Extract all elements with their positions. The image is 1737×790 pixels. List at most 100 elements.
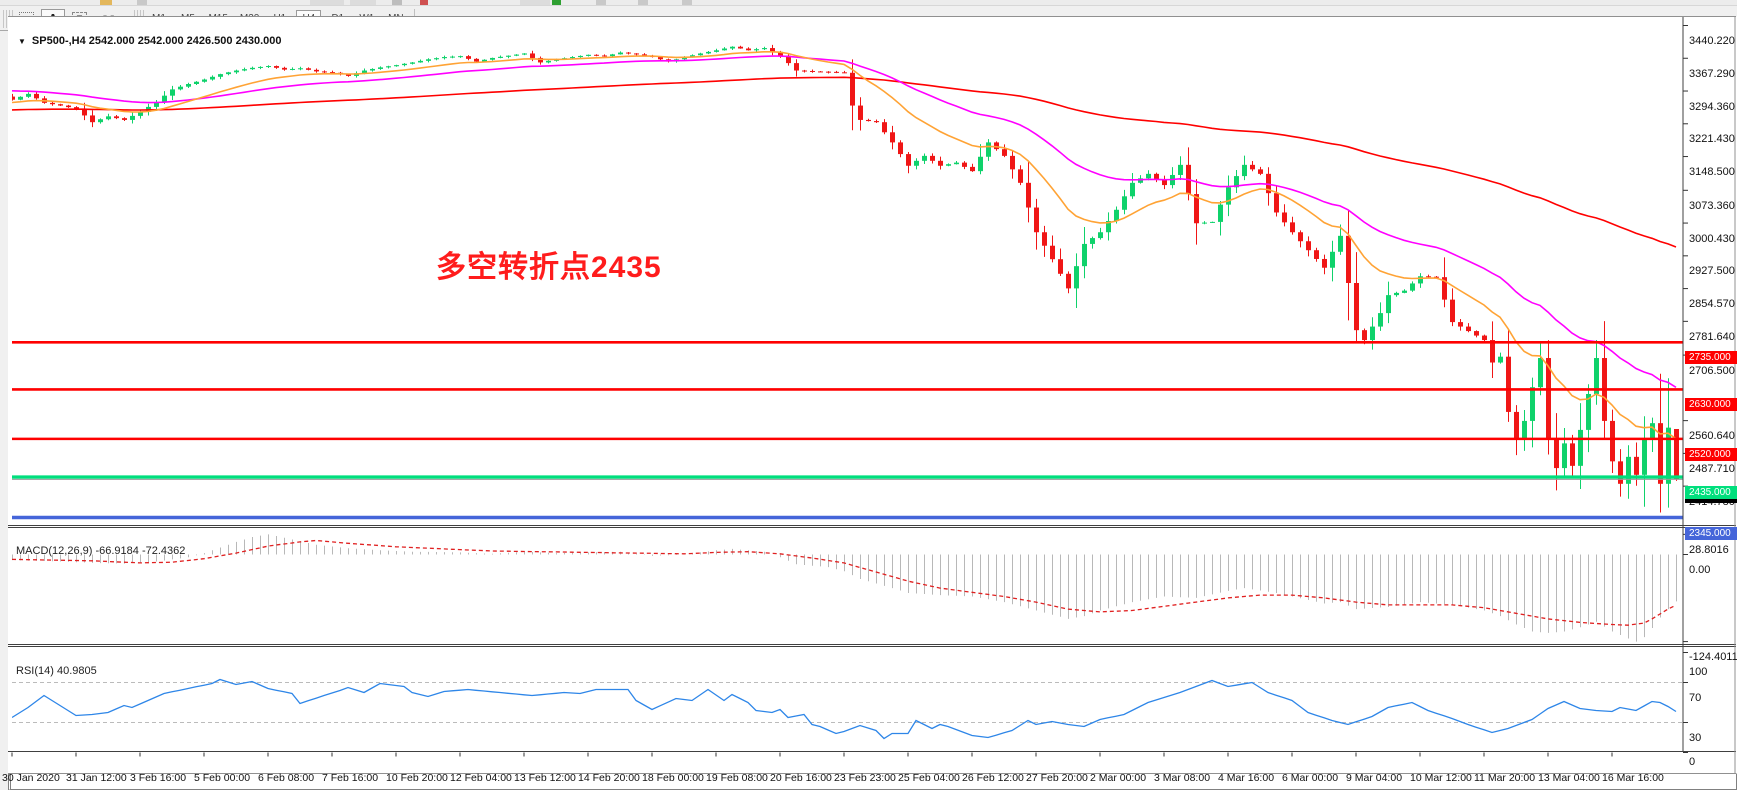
candle-body	[170, 89, 175, 96]
macd-axis-label: 28.8016	[1689, 543, 1729, 556]
candle-body	[514, 54, 519, 56]
candle-body	[58, 104, 63, 106]
time-axis-label[interactable]: 10 Feb 20:00	[386, 772, 448, 784]
time-axis-label[interactable]: 16 Mar 16:00	[1602, 772, 1664, 784]
time-axis-label[interactable]: 3 Mar 08:00	[1154, 772, 1211, 784]
rsi-axis-label: 100	[1689, 666, 1708, 678]
candle-body	[130, 115, 135, 120]
time-axis-label[interactable]: 11 Mar 20:00	[1474, 772, 1536, 784]
candle-body	[690, 55, 695, 58]
time-axis-label[interactable]: 2 Mar 00:00	[1090, 772, 1147, 784]
rsi-axis-label: 30	[1689, 732, 1702, 744]
time-axis-label[interactable]: 27 Feb 20:00	[1026, 772, 1088, 784]
candle-body	[450, 56, 455, 58]
toolbar-fragment	[137, 0, 147, 5]
candles-layer	[12, 44, 1679, 513]
candle-body	[810, 70, 815, 72]
hline-price-label[interactable]: 2435.000	[1685, 486, 1737, 500]
candle-body	[1546, 358, 1551, 439]
time-axis-label[interactable]: 6 Feb 08:00	[258, 772, 315, 784]
candle-body	[1122, 196, 1127, 210]
candle-body	[210, 76, 215, 80]
candle-body	[1386, 295, 1391, 314]
candle-body	[986, 142, 991, 157]
price-axis-label: 3221.430	[1689, 133, 1735, 146]
time-axis-label[interactable]: 7 Feb 16:00	[322, 772, 379, 784]
price-axis-label: 2927.500	[1689, 265, 1735, 278]
candle-body	[402, 63, 407, 66]
time-axis-label[interactable]: 10 Mar 12:00	[1410, 772, 1472, 784]
price-axis-label: 2706.500	[1689, 364, 1735, 377]
candle-body	[138, 111, 143, 116]
candle-body	[1562, 443, 1567, 469]
time-axis-label[interactable]: 31 Jan 12:00	[66, 772, 127, 784]
candle-body	[282, 67, 287, 70]
candle-body	[874, 121, 879, 123]
toolbar-fragment	[310, 0, 344, 5]
candle-body	[370, 68, 375, 71]
time-axis-label[interactable]: 4 Mar 16:00	[1218, 772, 1275, 784]
time-axis-label[interactable]: 23 Feb 23:00	[834, 772, 896, 784]
candle-body	[498, 56, 503, 58]
candle-body	[842, 72, 847, 74]
toolbar-fragment	[552, 0, 561, 5]
candle-body	[746, 48, 751, 51]
time-axis-label[interactable]: 9 Mar 04:00	[1346, 772, 1403, 784]
candle-body	[1098, 232, 1103, 239]
candle-body	[546, 60, 551, 63]
candle-body	[1450, 299, 1455, 323]
time-axis-label[interactable]: 30 Jan 2020	[2, 772, 60, 784]
candle-body	[1354, 283, 1359, 331]
hline-price-label[interactable]: 2345.000	[1685, 526, 1737, 540]
candle-body	[426, 59, 431, 61]
time-axis-label[interactable]: 13 Feb 12:00	[514, 772, 576, 784]
ma-fast-orange-line	[12, 51, 1677, 440]
candle-body	[1322, 258, 1327, 268]
candle-body	[522, 53, 527, 55]
candle-body	[954, 162, 959, 165]
candle-body	[530, 53, 535, 58]
candle-body	[290, 68, 295, 70]
candle-body	[314, 69, 319, 72]
candle-body	[618, 52, 623, 55]
candle-body	[858, 105, 863, 120]
time-axis-label[interactable]: 20 Feb 16:00	[770, 772, 832, 784]
candle-body	[682, 57, 687, 60]
candle-body	[1154, 173, 1159, 180]
candle-body	[1530, 387, 1535, 421]
time-axis-label[interactable]: 19 Feb 08:00	[706, 772, 768, 784]
candle-body	[1218, 204, 1223, 222]
symbol-dropdown-icon[interactable]: ▼	[18, 36, 26, 46]
hline-price-label[interactable]: 2630.000	[1685, 398, 1737, 412]
time-axis-label[interactable]: 18 Feb 00:00	[642, 772, 704, 784]
time-axis-label[interactable]: 6 Mar 00:00	[1282, 772, 1339, 784]
time-axis-label[interactable]: 14 Feb 20:00	[578, 772, 640, 784]
time-axis-label[interactable]: 3 Feb 16:00	[130, 772, 187, 784]
candle-body	[738, 46, 743, 49]
time-axis-label[interactable]: 25 Feb 04:00	[898, 772, 960, 784]
candle-body	[802, 70, 807, 72]
time-axis-label[interactable]: 12 Feb 04:00	[450, 772, 512, 784]
macd-layer	[12, 534, 1677, 642]
hline-price-label[interactable]: 2520.000	[1685, 447, 1737, 461]
time-axis-label[interactable]: 13 Mar 04:00	[1538, 772, 1600, 784]
candle-body	[458, 56, 463, 58]
candle-body	[1618, 461, 1623, 484]
candle-body	[1314, 250, 1319, 259]
time-axis-label[interactable]: 26 Feb 12:00	[962, 772, 1024, 784]
candle-body	[1242, 164, 1247, 177]
candle-body	[1586, 393, 1591, 430]
hline-price-label[interactable]: 2735.000	[1685, 351, 1737, 365]
candle-body	[226, 72, 231, 75]
candle-body	[1018, 169, 1023, 183]
candle-body	[466, 56, 471, 59]
candle-body	[258, 66, 263, 68]
candle-body	[1626, 456, 1631, 484]
candle-body	[1490, 340, 1495, 363]
time-axis-label[interactable]: 5 Feb 00:00	[194, 772, 251, 784]
candle-body	[1442, 277, 1447, 300]
candle-body	[786, 55, 791, 64]
ma-mid-magenta-line	[12, 55, 1677, 388]
